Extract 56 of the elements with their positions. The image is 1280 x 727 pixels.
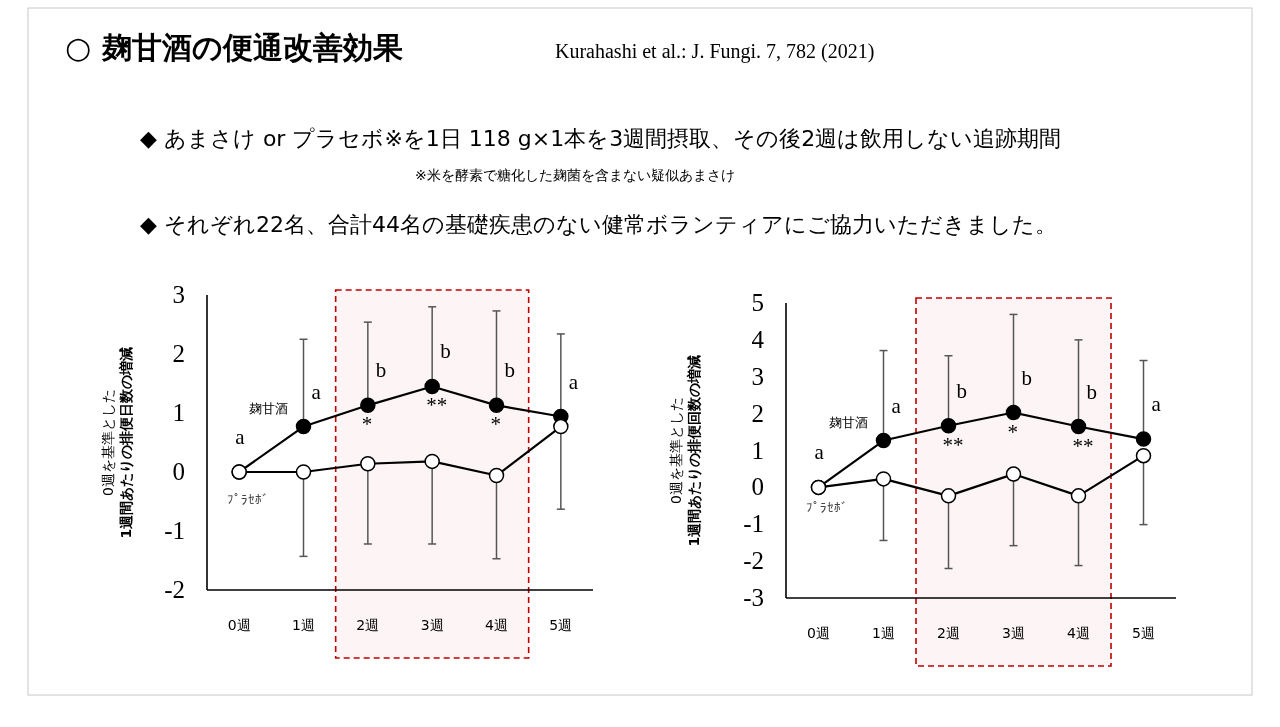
annotation: * [1007, 419, 1018, 444]
text: ◆ それぞれ22名、合計44名の基礎疾患のない健常ボランティアにご協力いただきました。 [140, 212, 1057, 237]
annotation: ** [942, 432, 964, 457]
x-tick-label: 4週 [1067, 625, 1090, 641]
y-tick-label: -1 [743, 510, 764, 538]
text: ○ 麹甘酒の便通改善効果 [65, 30, 403, 65]
text: ◆ あまさけ or プラセボ※を1日 118 g×1本を3週間摂取、その後2週は飲用しない追跡期間 [140, 126, 1062, 151]
annotation: * [361, 412, 373, 437]
annotation: ** [1072, 433, 1094, 458]
x-tick-label: 2週 [356, 617, 380, 633]
x-tick-label: 1週 [292, 617, 315, 633]
y-tick-label: 1 [172, 399, 185, 426]
x-tick-label: 0週 [807, 625, 830, 641]
y-tick-label: 4 [751, 325, 765, 353]
y-tick-label: -3 [743, 584, 764, 611]
annotation: ** [426, 393, 448, 418]
x-tick-label: 2週 [937, 625, 960, 641]
y-tick-label: -2 [743, 547, 764, 575]
y-tick-label: 0 [751, 473, 764, 501]
annotation: a [891, 393, 902, 418]
annotation: b [504, 358, 515, 383]
annotation: a [311, 379, 322, 404]
x-tick-label: 5週 [549, 617, 573, 633]
y-tick-label: 0 [172, 458, 185, 485]
y-tick-label: 5 [751, 289, 764, 316]
series-label: ﾌﾟﾗｾﾎﾞ [227, 492, 269, 508]
x-tick-label: 3週 [420, 617, 444, 633]
y-tick-label: 2 [172, 340, 185, 367]
annotation: b [1086, 379, 1097, 404]
y-tick-label: -2 [164, 576, 185, 603]
annotation: a [1151, 392, 1162, 417]
annotation: b [956, 378, 967, 403]
y-tick-label: 1 [751, 436, 764, 464]
annotation: b [440, 339, 451, 364]
annotation: a [568, 369, 579, 394]
y-tick-label: -1 [164, 517, 185, 544]
y-tick-label: 2 [751, 399, 764, 427]
x-tick-label: 3週 [1002, 625, 1025, 641]
text: ※米を酵素で糖化した麹菌を含まない疑似あまさけ [415, 167, 735, 183]
x-tick-label: 5週 [1132, 625, 1155, 641]
x-tick-label: 1週 [872, 625, 895, 641]
y-axis-title: 0週を基準とした 1週間あたりの排便日数の増減 [100, 346, 134, 539]
text: Kurahashi et al.: J. Fungi. 7, 782 (2021) [555, 40, 875, 63]
y-tick-label: 3 [172, 281, 185, 308]
x-tick-label: 0週 [227, 617, 251, 633]
annotation: a [235, 425, 246, 449]
y-axis-title: 0週を基準とした 1週間あたりの排便回数の増減 [668, 354, 702, 547]
annotation: b [375, 358, 387, 383]
series-label: 麹甘酒 [828, 414, 868, 430]
annotation: * [490, 412, 501, 437]
x-tick-label: 4週 [485, 617, 508, 633]
series-label: ﾌﾟﾗｾﾎﾞ [806, 500, 848, 516]
series-label: 麹甘酒 [248, 400, 288, 416]
annotation: b [1021, 365, 1032, 390]
y-tick-label: 3 [751, 362, 764, 390]
annotation: a [814, 440, 825, 465]
